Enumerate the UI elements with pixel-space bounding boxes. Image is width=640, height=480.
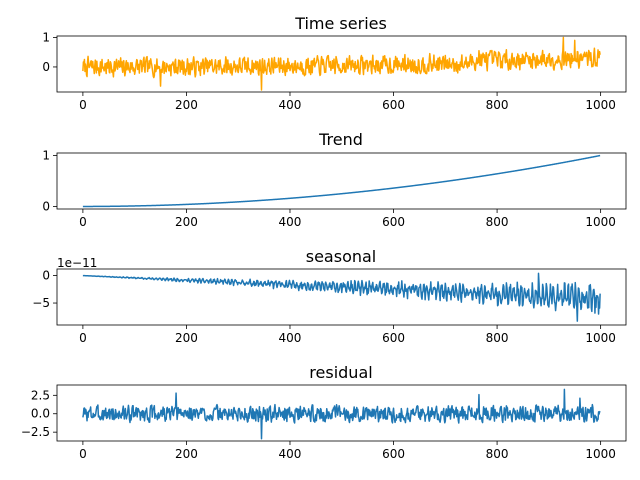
subplot-seasonal-frame	[56, 268, 627, 326]
subplot-residual-ticks: 0 200 400 600 800 1000 2.5 0.0 −2.5	[21, 388, 616, 461]
subplot-time-series-line	[82, 36, 601, 91]
subplot-residual-ytick-label-0: 2.5	[31, 388, 50, 402]
subplot-residual-line	[82, 388, 601, 440]
subplot-trend-xtick-label-600: 600	[382, 215, 405, 229]
subplot-time-series-xtick-label-400: 400	[279, 98, 302, 112]
subplot-time-series-xtick-label-200: 200	[175, 98, 198, 112]
subplot-seasonal-xtick-label-800: 800	[486, 331, 509, 345]
subplot-residual-title: residual	[309, 363, 372, 382]
subplot-seasonal: seasonal 1e−11 0 200 400 600 800 1000 0 −5	[32, 247, 627, 345]
subplot-time-series-xtick-label-0: 0	[79, 98, 87, 112]
subplot-time-series: Time series 0 200 400 600 800 1000 0 1	[42, 14, 627, 112]
subplot-trend-xtick-label-200: 200	[175, 215, 198, 229]
subplot-time-series-xtick-label-800: 800	[486, 98, 509, 112]
subplot-residual-xtick-label-400: 400	[279, 447, 302, 461]
subplot-trend-xtick-label-800: 800	[486, 215, 509, 229]
subplot-seasonal-xtick-label-1000: 1000	[585, 331, 616, 345]
subplot-time-series-frame	[56, 35, 627, 93]
subplot-residual: residual 0 200 400 600 800 1000 2.5 0.0 −2.5	[21, 363, 627, 461]
subplot-trend-ticks: 0 200 400 600 800 1000 0 1	[42, 149, 616, 229]
subplot-trend-xtick-label-400: 400	[279, 215, 302, 229]
subplot-time-series-ytick-label-0: 0	[42, 60, 50, 74]
subplot-time-series-xtick-label-600: 600	[382, 98, 405, 112]
subplot-residual-ytick-label-1: 0.0	[31, 407, 50, 421]
subplot-seasonal-ticks: 0 200 400 600 800 1000 0 −5	[32, 269, 616, 345]
subplot-trend: Trend 0 200 400 600 800 1000 0 1	[42, 130, 627, 229]
subplot-seasonal-offset-label: 1e−11	[57, 256, 97, 270]
subplot-seasonal-xtick-label-0: 0	[79, 331, 87, 345]
subplot-trend-title: Trend	[318, 130, 363, 149]
subplot-trend-xtick-label-1000: 1000	[585, 215, 616, 229]
subplot-seasonal-title: seasonal	[306, 247, 377, 266]
subplot-trend-line	[82, 154, 601, 208]
subplot-trend-frame	[56, 152, 627, 210]
subplot-residual-xtick-label-800: 800	[486, 447, 509, 461]
subplot-seasonal-xtick-label-200: 200	[175, 331, 198, 345]
subplot-residual-ytick-label-2: −2.5	[21, 425, 50, 439]
subplot-time-series-xtick-label-1000: 1000	[585, 98, 616, 112]
subplot-seasonal-xtick-label-600: 600	[382, 331, 405, 345]
subplot-residual-xtick-label-0: 0	[79, 447, 87, 461]
subplot-residual-xtick-label-600: 600	[382, 447, 405, 461]
subplot-trend-ytick-label-0: 0	[42, 199, 50, 213]
subplot-seasonal-xtick-label-400: 400	[279, 331, 302, 345]
subplot-time-series-title: Time series	[294, 14, 387, 33]
subplot-residual-xtick-label-200: 200	[175, 447, 198, 461]
subplot-seasonal-ytick-label-1: −5	[32, 296, 50, 310]
subplot-time-series-ticks: 0 200 400 600 800 1000 0 1	[42, 30, 616, 112]
subplot-trend-ytick-label-1: 1	[42, 149, 50, 163]
subplot-seasonal-line	[82, 272, 601, 322]
subplot-trend-xtick-label-0: 0	[79, 215, 87, 229]
subplot-residual-frame	[56, 384, 627, 442]
subplot-residual-xtick-label-1000: 1000	[585, 447, 616, 461]
subplot-time-series-ytick-label-1: 1	[42, 30, 50, 44]
subplot-seasonal-ytick-label-0: 0	[42, 269, 50, 283]
